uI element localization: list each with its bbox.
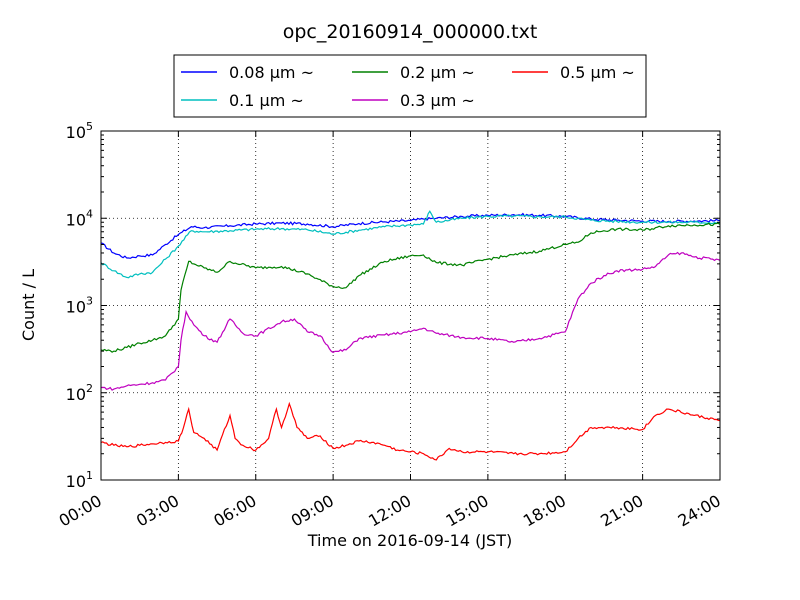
series-line-0 [100,212,721,259]
x-tick-label: 09:00 [288,491,337,531]
series-lines [100,210,721,461]
x-tick-label: 06:00 [210,491,259,531]
legend-frame [173,54,647,118]
series-line-2 [100,222,721,353]
x-tick-label: 18:00 [520,491,569,531]
legend: 0.08 μm ~ 0.1 μm ~ 0.2 μm ~ 0.3 μm ~ 0.5 μm … [173,54,647,118]
x-tick-label: 03:00 [133,491,182,531]
legend-label-2: 0.2 μm ~ [400,63,475,82]
y-tick-label: 104 [66,207,93,229]
legend-label-0: 0.08 μm ~ [229,63,314,82]
series-line-3 [100,251,721,391]
legend-label-1: 0.1 μm ~ [229,91,304,110]
x-tick-label: 24:00 [675,491,724,531]
y-tick-label: 103 [66,295,93,317]
legend-label-4: 0.5 μm ~ [560,63,635,82]
legend-label-3: 0.3 μm ~ [400,91,475,110]
x-tick-label: 00:00 [56,491,105,531]
series-line-4 [100,401,721,461]
y-tick-label: 101 [66,469,93,491]
x-axis-label: Time on 2016-09-14 (JST) [307,531,512,550]
series-line-1 [100,210,721,279]
y-tick-label: 102 [66,382,93,404]
y-axis-label: Count / L [19,269,38,341]
x-tick-label: 12:00 [365,491,414,531]
x-tick-label: 21:00 [597,491,646,531]
y-tick-labels: 101 102 103 104 105 [66,120,93,491]
ticks [100,130,721,481]
x-tick-labels: 00:00 03:00 06:00 09:00 12:00 15:00 18:00 21:00… [56,491,724,531]
y-tick-label: 105 [66,120,93,142]
chart-title: opc_20160914_000000.txt [283,21,538,43]
x-tick-label: 15:00 [442,491,491,531]
